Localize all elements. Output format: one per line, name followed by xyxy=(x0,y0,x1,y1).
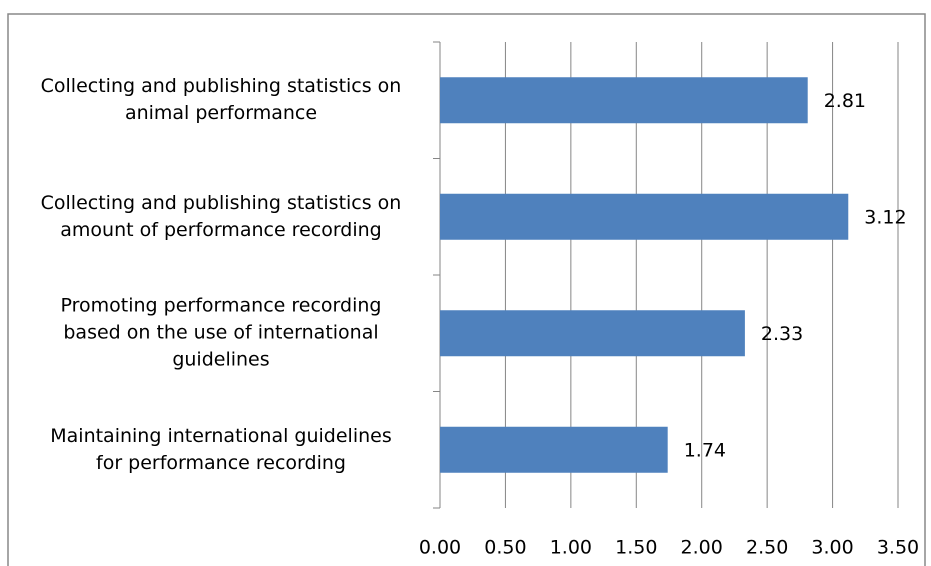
data-label: 2.81 xyxy=(824,90,866,112)
bar xyxy=(440,310,745,357)
data-label: 1.74 xyxy=(684,439,726,461)
x-tick-label: 1.00 xyxy=(550,537,592,559)
y-tick-label: Collecting and publishing statistics on … xyxy=(40,75,402,125)
x-tick-label: 3.50 xyxy=(877,537,919,559)
x-tick-label: 0.50 xyxy=(484,537,526,559)
x-tick-label: 1.50 xyxy=(615,537,657,559)
data-label: 3.12 xyxy=(864,206,906,228)
bar xyxy=(440,193,849,240)
x-tick-label: 2.00 xyxy=(681,537,723,559)
data-label: 2.33 xyxy=(761,323,803,345)
y-tick-label: Maintaining international guidelines for… xyxy=(50,424,392,474)
y-tick-label: Promoting performance recording based on… xyxy=(60,294,382,371)
bar xyxy=(440,77,808,124)
bar xyxy=(440,426,668,473)
x-tick-label: 3.00 xyxy=(811,537,853,559)
x-tick-label: 0.00 xyxy=(419,537,461,559)
x-tick-label: 2.50 xyxy=(746,537,788,559)
y-tick-label: Collecting and publishing statistics on … xyxy=(40,191,402,241)
